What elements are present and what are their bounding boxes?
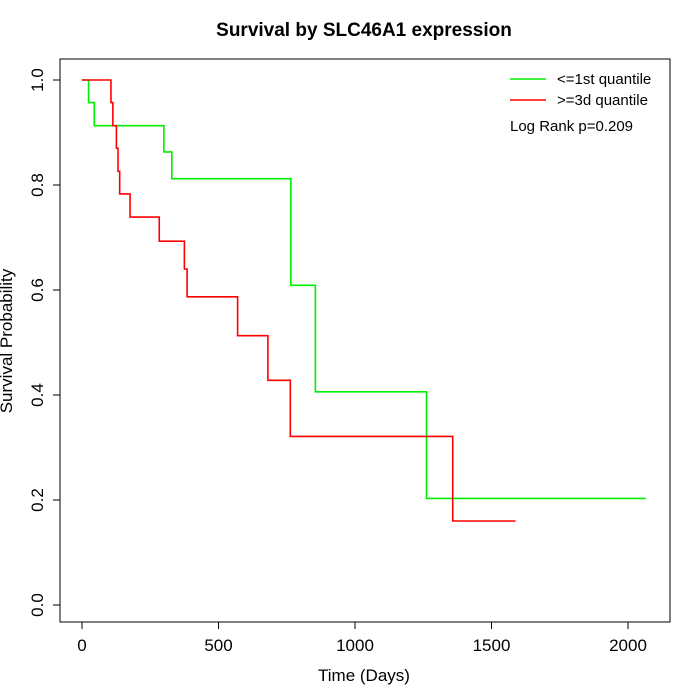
legend-label: >=3d quantile (557, 92, 648, 109)
survival-curve-series-2 (82, 79, 516, 522)
y-tick-label: 0.0 (28, 593, 47, 617)
survival-curve-series-1 (82, 79, 646, 500)
x-tick-label: 1500 (473, 636, 511, 655)
legend-label: <=1st quantile (557, 71, 651, 88)
y-tick-label: 0.6 (28, 278, 47, 302)
x-tick-label: 1000 (336, 636, 374, 655)
y-tick-label: 1.0 (28, 68, 47, 92)
y-tick-label: 0.2 (28, 488, 47, 512)
x-tick-label: 0 (77, 636, 86, 655)
series-layer (82, 79, 646, 522)
y-tick-label: 0.8 (28, 173, 47, 197)
y-tick-label: 0.4 (28, 383, 47, 407)
y-axis: 0.0 0.2 0.4 0.6 0.8 1.0 (28, 68, 61, 617)
legend: <=1st quantile >=3d quantile (510, 71, 651, 109)
chart-title: Survival by SLC46A1 expression (216, 20, 512, 41)
x-tick-label: 2000 (609, 636, 647, 655)
y-axis-label: Survival Probability (0, 268, 16, 413)
x-axis-label: Time (Days) (318, 666, 410, 685)
log-rank-annotation: Log Rank p=0.209 (510, 118, 633, 135)
x-axis: 0 500 1000 1500 2000 (77, 621, 647, 655)
x-tick-label: 500 (204, 636, 232, 655)
